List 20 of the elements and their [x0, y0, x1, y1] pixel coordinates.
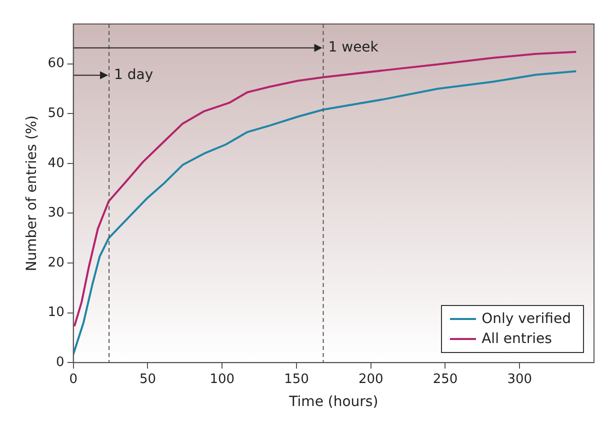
y-tick-label: 0 [56, 354, 64, 370]
y-tick-label: 10 [48, 305, 64, 320]
x-tick-label: 100 [210, 372, 235, 387]
annotation: 1 week [328, 40, 380, 56]
legend-label: All entries [482, 330, 552, 349]
y-tick-label: 60 [48, 56, 64, 72]
y-tick-label: 40 [48, 156, 64, 171]
y-axis-title: Number of entries (%) [24, 115, 40, 272]
x-axis-title: Time (hours) [288, 394, 378, 410]
x-tick-label: 200 [358, 372, 384, 387]
y-tick-label: 20 [48, 255, 64, 270]
y-tick-label: 50 [48, 106, 64, 122]
y-tick-label: 30 [48, 206, 64, 221]
legend-label: Only verified [482, 310, 571, 329]
x-tick-label: 300 [507, 372, 532, 387]
x-tick-label: 250 [432, 372, 458, 387]
x-tick-label: 50 [139, 372, 156, 387]
x-tick-label: 0 [69, 372, 78, 387]
annotation: 1 day [114, 66, 154, 83]
x-tick-label: 150 [284, 372, 309, 387]
